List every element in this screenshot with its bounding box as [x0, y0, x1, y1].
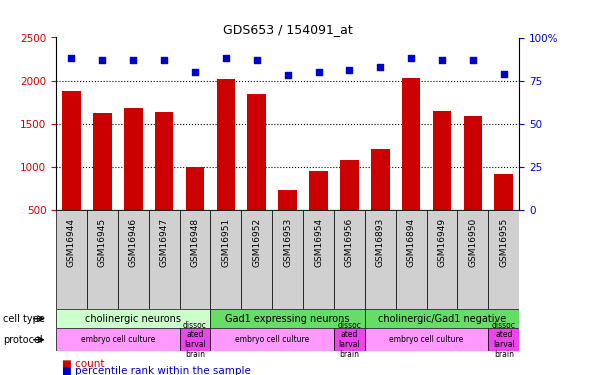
Text: GSM16950: GSM16950 — [468, 218, 477, 267]
Bar — [489, 210, 519, 309]
Bar — [56, 309, 211, 328]
Bar — [371, 149, 389, 253]
Point — [376, 64, 385, 70]
Point — [159, 57, 169, 63]
Bar — [186, 167, 204, 253]
Point — [407, 55, 416, 61]
Text: GSM16954: GSM16954 — [314, 218, 323, 267]
Bar — [241, 210, 272, 309]
Text: GSM16956: GSM16956 — [345, 218, 354, 267]
Bar — [247, 94, 266, 253]
Text: GSM16949: GSM16949 — [438, 218, 447, 267]
Text: GSM16946: GSM16946 — [129, 218, 137, 267]
Point — [221, 55, 231, 61]
Text: cholinergic/Gad1 negative: cholinergic/Gad1 negative — [378, 314, 506, 324]
Bar — [365, 210, 396, 309]
Text: embryo cell culture: embryo cell culture — [81, 335, 155, 344]
Bar — [340, 160, 359, 253]
Bar — [334, 210, 365, 309]
Text: ■ percentile rank within the sample: ■ percentile rank within the sample — [62, 366, 251, 375]
Bar — [427, 210, 457, 309]
Text: GSM16952: GSM16952 — [253, 218, 261, 267]
Text: dissoc
ated
larval
brain: dissoc ated larval brain — [183, 321, 207, 359]
Bar — [211, 210, 241, 309]
Bar — [272, 210, 303, 309]
Bar — [211, 328, 334, 351]
Text: dissoc
ated
larval
brain: dissoc ated larval brain — [337, 321, 361, 359]
Bar — [149, 210, 179, 309]
Text: cholinergic neurons: cholinergic neurons — [85, 314, 181, 324]
Point — [190, 69, 199, 75]
Bar — [365, 328, 489, 351]
Text: cell type: cell type — [3, 314, 45, 324]
Text: GSM16955: GSM16955 — [499, 218, 508, 267]
Point — [437, 57, 447, 63]
Bar — [62, 91, 81, 253]
Bar — [309, 171, 328, 253]
Bar — [56, 328, 179, 351]
Bar — [396, 210, 427, 309]
Text: embryo cell culture: embryo cell culture — [389, 335, 464, 344]
Bar — [464, 116, 482, 253]
Point — [314, 69, 323, 75]
Point — [499, 71, 509, 77]
Bar — [211, 309, 365, 328]
Bar — [179, 328, 211, 351]
Bar — [118, 210, 149, 309]
Point — [468, 57, 478, 63]
Point — [345, 67, 354, 73]
Text: embryo cell culture: embryo cell culture — [235, 335, 309, 344]
Text: Gad1 expressing neurons: Gad1 expressing neurons — [225, 314, 350, 324]
Bar — [93, 112, 112, 253]
Bar — [56, 210, 87, 309]
Bar — [489, 328, 519, 351]
Text: ■ count: ■ count — [62, 359, 104, 369]
Point — [283, 72, 293, 78]
Bar — [124, 108, 143, 253]
Bar — [303, 210, 334, 309]
Text: GSM16953: GSM16953 — [283, 218, 292, 267]
Bar — [87, 210, 118, 309]
Text: GSM16944: GSM16944 — [67, 218, 76, 267]
Point — [97, 57, 107, 63]
Bar — [155, 112, 173, 253]
Text: GSM16948: GSM16948 — [191, 218, 199, 267]
Text: GSM16894: GSM16894 — [407, 218, 415, 267]
Text: dissoc
ated
larval
brain: dissoc ated larval brain — [492, 321, 516, 359]
Text: GSM16945: GSM16945 — [98, 218, 107, 267]
Bar — [432, 111, 451, 253]
Bar — [457, 210, 489, 309]
Point — [67, 55, 76, 61]
Bar — [217, 79, 235, 253]
Point — [129, 57, 138, 63]
Text: GSM16893: GSM16893 — [376, 218, 385, 267]
Text: protocol: protocol — [3, 335, 42, 345]
Bar — [402, 78, 421, 253]
Bar — [494, 174, 513, 253]
Bar — [365, 309, 519, 328]
Bar — [278, 190, 297, 253]
Bar — [179, 210, 211, 309]
Text: GSM16951: GSM16951 — [221, 218, 230, 267]
Title: GDS653 / 154091_at: GDS653 / 154091_at — [223, 23, 352, 36]
Text: GSM16947: GSM16947 — [160, 218, 169, 267]
Point — [252, 57, 261, 63]
Bar — [334, 328, 365, 351]
